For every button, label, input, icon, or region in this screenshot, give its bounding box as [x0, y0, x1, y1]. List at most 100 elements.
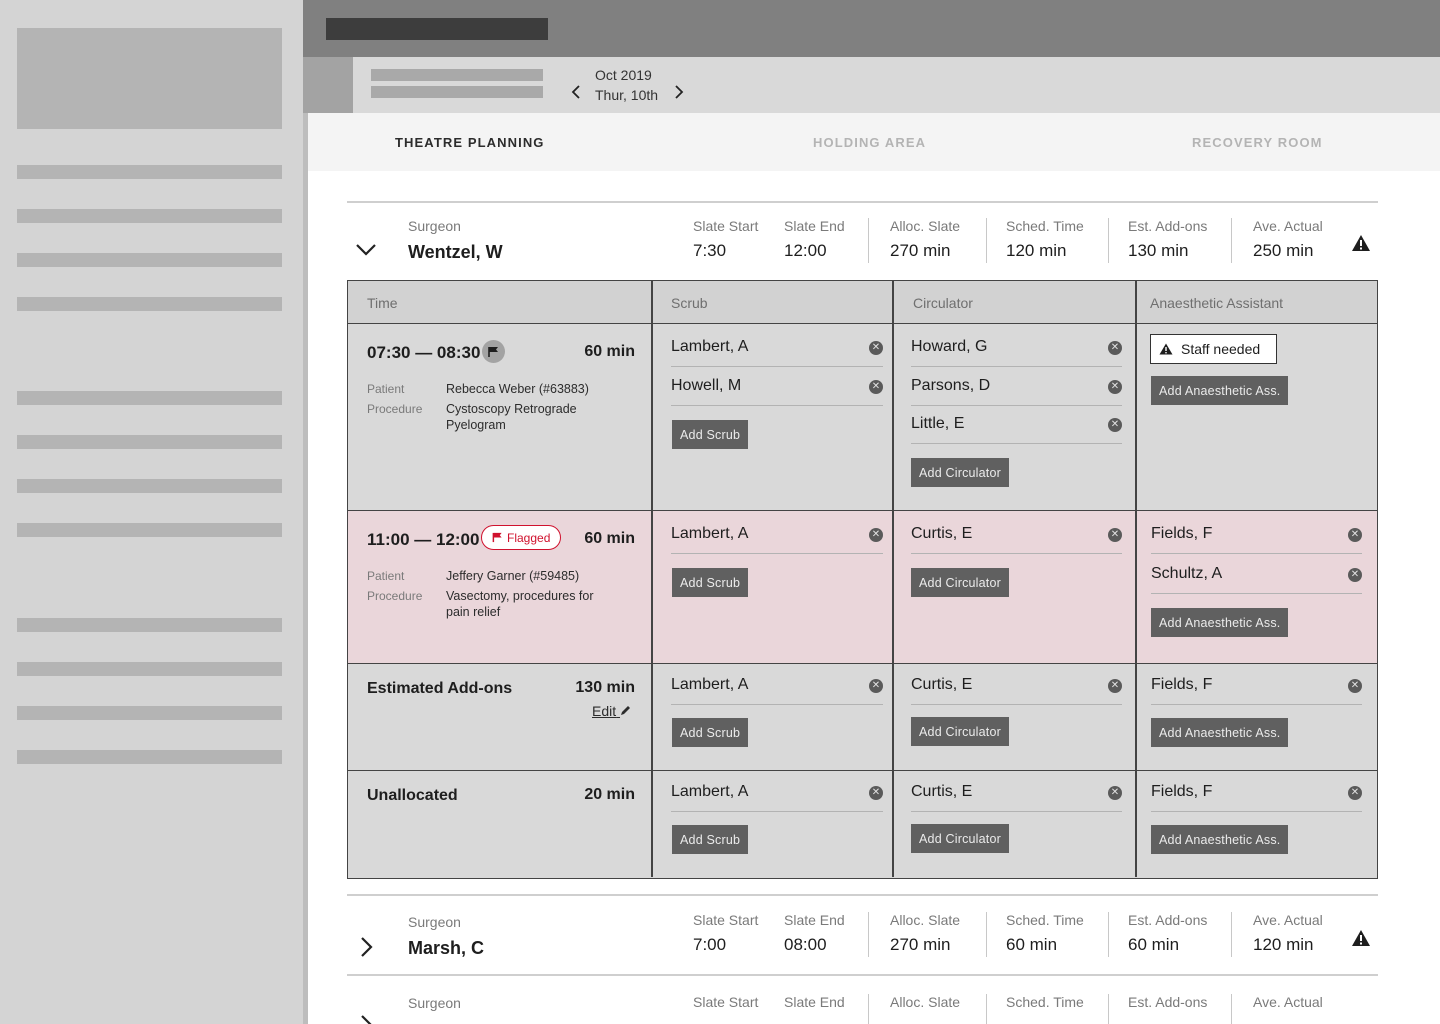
case-time: 07:30 — 08:30: [367, 343, 481, 362]
sidebar-item-placeholder[interactable]: [17, 165, 282, 179]
staff-entry: Curtis, E ✕: [911, 667, 1122, 705]
warning-icon: [1351, 234, 1371, 252]
add-circulator-button[interactable]: Add Circulator: [911, 717, 1009, 746]
sidebar-item-placeholder[interactable]: [17, 523, 282, 537]
sidebar-divider: [303, 113, 308, 1024]
staff-entry: Curtis, E ✕: [911, 774, 1122, 812]
patient-value: Rebecca Weber (#63883): [446, 382, 589, 396]
remove-staff-icon[interactable]: ✕: [1108, 528, 1122, 542]
sidebar-item-placeholder[interactable]: [17, 391, 282, 405]
sidebar-item-placeholder[interactable]: [17, 706, 282, 720]
ave-actual-label: Ave. Actual: [1253, 994, 1323, 1010]
ave-actual-value: 120 min: [1253, 935, 1314, 954]
remove-staff-icon[interactable]: ✕: [1108, 418, 1122, 432]
add-anaesthetic-button[interactable]: Add Anaesthetic Ass.: [1151, 825, 1289, 854]
remove-staff-icon[interactable]: ✕: [1108, 786, 1122, 800]
flag-icon[interactable]: [482, 340, 505, 363]
staff-name: Howell, M: [671, 377, 742, 394]
slate-start-label: Slate Start: [693, 218, 759, 234]
add-scrub-button[interactable]: Add Scrub: [672, 420, 749, 449]
add-anaesthetic-button[interactable]: Add Anaesthetic Ass.: [1151, 718, 1289, 747]
sidebar-logo-placeholder: [17, 28, 282, 129]
add-circulator-button[interactable]: Add Circulator: [911, 568, 1009, 597]
staff-entry: Lambert, A ✕: [671, 329, 883, 367]
flagged-label: Flagged: [507, 530, 551, 545]
sidebar-item-placeholder[interactable]: [17, 750, 282, 764]
alloc-slate-label: Alloc. Slate: [890, 912, 961, 928]
remove-staff-icon[interactable]: ✕: [869, 679, 883, 693]
collapse-chevron-icon[interactable]: [353, 237, 379, 263]
tab-recovery-room[interactable]: RECOVERY ROOM: [1192, 135, 1323, 150]
sidebar-item-placeholder[interactable]: [17, 662, 282, 676]
page-title-placeholder: [326, 18, 548, 40]
staff-name: Lambert, A: [671, 676, 749, 693]
remove-staff-icon[interactable]: ✕: [1348, 528, 1362, 542]
stat-separator: [868, 912, 869, 957]
date-bar-side-block: [303, 57, 353, 113]
row-duration: 130 min: [575, 679, 635, 696]
slate-end-label: Slate End: [784, 912, 845, 928]
add-anaesthetic-button[interactable]: Add Anaesthetic Ass.: [1151, 608, 1289, 637]
add-scrub-button[interactable]: Add Scrub: [672, 718, 749, 747]
remove-staff-icon[interactable]: ✕: [869, 528, 883, 542]
case-duration: 60 min: [584, 530, 635, 547]
remove-staff-icon[interactable]: ✕: [1348, 679, 1362, 693]
sidebar-item-placeholder[interactable]: [17, 209, 282, 223]
column-divider: [651, 281, 653, 877]
remove-staff-icon[interactable]: ✕: [869, 380, 883, 394]
alloc-slate-label: Alloc. Slate: [890, 994, 961, 1010]
staff-name: Howard, G: [911, 338, 988, 355]
add-scrub-button[interactable]: Add Scrub: [672, 568, 749, 597]
date-bar-text-placeholder: [371, 86, 543, 98]
sidebar-item-placeholder[interactable]: [17, 618, 282, 632]
sched-time-label: Sched. Time: [1006, 218, 1084, 234]
add-scrub-button[interactable]: Add Scrub: [672, 825, 749, 854]
remove-staff-icon[interactable]: ✕: [869, 341, 883, 355]
slate-start-label: Slate Start: [693, 912, 759, 928]
staff-entry: Fields, F ✕: [1151, 774, 1362, 812]
staff-entry: Curtis, E ✕: [911, 516, 1122, 554]
row-label: Estimated Add-ons: [367, 680, 513, 697]
expand-chevron-icon[interactable]: [353, 934, 379, 960]
sidebar-item-placeholder[interactable]: [17, 435, 282, 449]
slate-end-value: 12:00: [784, 241, 827, 260]
add-anaesthetic-button[interactable]: Add Anaesthetic Ass.: [1151, 376, 1289, 405]
tab-holding-area[interactable]: HOLDING AREA: [813, 135, 927, 150]
flagged-badge[interactable]: Flagged: [481, 525, 562, 550]
tab-theatre-planning[interactable]: THEATRE PLANNING: [395, 135, 545, 150]
procedure-value: Vasectomy, procedures for pain relief: [446, 589, 594, 619]
column-header-time: Time: [367, 295, 398, 311]
remove-staff-icon[interactable]: ✕: [1348, 568, 1362, 582]
patient-label: Patient: [367, 569, 405, 583]
est-addons-value: 130 min: [1128, 241, 1189, 260]
sidebar-item-placeholder[interactable]: [17, 253, 282, 267]
top-bar: [303, 0, 1440, 57]
staff-needed-text: Staff needed: [1181, 341, 1261, 357]
edit-addons-link[interactable]: Edit: [592, 703, 631, 719]
flag-icon: [492, 532, 502, 543]
remove-staff-icon[interactable]: ✕: [1108, 380, 1122, 394]
add-circulator-button[interactable]: Add Circulator: [911, 824, 1009, 853]
expand-chevron-icon[interactable]: [353, 1012, 379, 1024]
remove-staff-icon[interactable]: ✕: [1108, 679, 1122, 693]
slate-end-value: 08:00: [784, 935, 827, 954]
case-duration: 60 min: [584, 343, 635, 360]
stat-separator: [1231, 994, 1232, 1024]
tab-bar: THEATRE PLANNING HOLDING AREA RECOVERY R…: [308, 113, 1440, 171]
stat-separator: [868, 218, 869, 263]
staff-entry: Fields, F ✕: [1151, 516, 1362, 554]
slate-end-label: Slate End: [784, 218, 845, 234]
remove-staff-icon[interactable]: ✕: [1108, 341, 1122, 355]
staff-name: Lambert, A: [671, 525, 749, 542]
remove-staff-icon[interactable]: ✕: [1348, 786, 1362, 800]
next-day-icon[interactable]: [671, 84, 687, 104]
slate-start-value: 7:00: [693, 935, 727, 954]
stat-separator: [868, 994, 869, 1024]
est-addons-label: Est. Add-ons: [1128, 912, 1208, 928]
previous-day-icon[interactable]: [568, 84, 584, 104]
date-bar-text-placeholder: [371, 69, 543, 81]
add-circulator-button[interactable]: Add Circulator: [911, 458, 1009, 487]
remove-staff-icon[interactable]: ✕: [869, 786, 883, 800]
sidebar-item-placeholder[interactable]: [17, 297, 282, 311]
sidebar-item-placeholder[interactable]: [17, 479, 282, 493]
